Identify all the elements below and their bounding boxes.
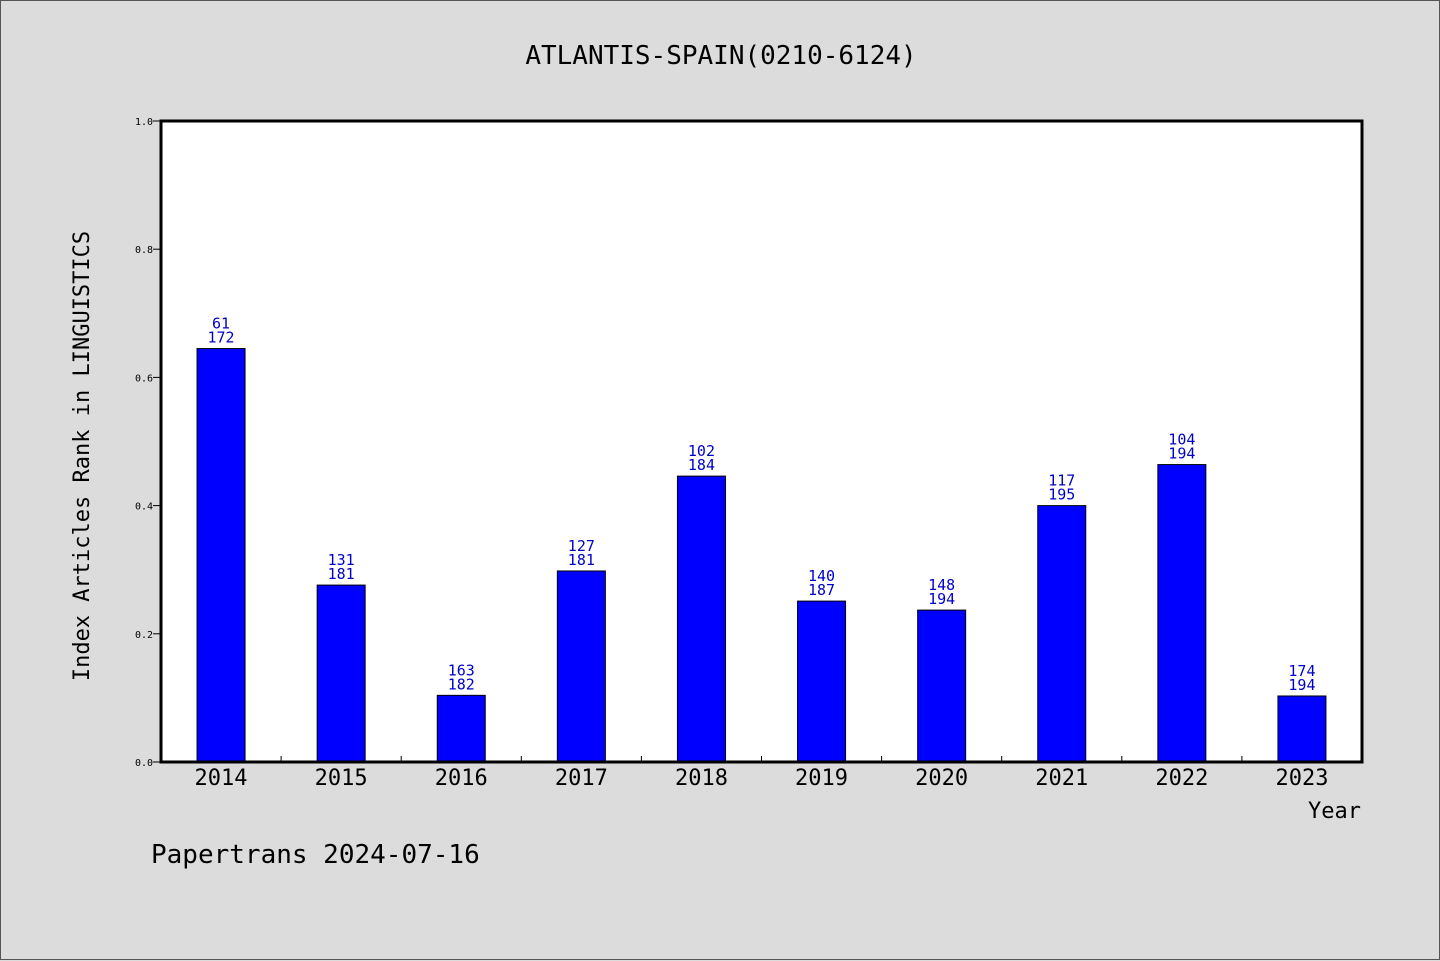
rank-label: 131 [328,551,355,569]
rank-label: 174 [1288,662,1315,680]
x-tick-label: 2014 [195,766,248,791]
y-tick-label: 0.2 [135,630,153,641]
chart-title: ATLANTIS-SPAIN(0210-6124) [525,41,916,71]
bar-2018 [676,475,726,763]
y-tick-label: 0.6 [135,373,153,384]
footer-text: Papertrans 2024-07-16 [151,840,480,870]
bar-2016 [436,694,486,763]
bar-2023 [1277,695,1327,763]
total-label: 194 [1288,676,1315,694]
rank-label: 61 [212,315,230,333]
total-label: 195 [1048,486,1075,504]
x-tick-label: 2018 [675,766,728,791]
total-label: 182 [448,675,475,693]
bar-2022 [1157,464,1207,763]
x-tick-label: 2015 [315,766,368,791]
total-label: 172 [208,329,235,347]
x-tick-label: 2020 [915,766,968,791]
bar-2015 [316,584,366,763]
bar-2021 [1037,505,1087,763]
rank-label: 102 [688,442,715,460]
rank-label: 117 [1048,472,1075,490]
rank-label: 127 [568,537,595,555]
y-axis-label: Index Articles Rank in LINGUISTICS [70,231,95,681]
plot-area [159,119,1364,764]
x-tick-label: 2022 [1155,766,1208,791]
bar-2020 [917,609,967,763]
x-axis-label: Year [1308,799,1361,824]
total-label: 187 [808,581,835,599]
rank-label: 163 [448,661,475,679]
bar-2019 [797,600,847,763]
x-tick-label: 2023 [1275,766,1328,791]
total-label: 184 [688,456,715,474]
x-tick-label: 2021 [1035,766,1088,791]
x-tick-label: 2016 [435,766,488,791]
y-tick-label: 0.0 [135,758,153,769]
rank-label: 148 [928,576,955,594]
y-tick-label: 0.4 [135,502,153,513]
x-tick-label: 2019 [795,766,848,791]
rank-label: 140 [808,567,835,585]
total-label: 194 [928,590,955,608]
bar-2014 [196,348,246,763]
bars [196,348,1327,763]
y-tick-label: 0.8 [135,245,153,256]
total-label: 194 [1168,445,1195,463]
total-label: 181 [568,551,595,569]
bar-2017 [556,570,606,763]
x-tick-label: 2017 [555,766,608,791]
total-label: 181 [328,565,355,583]
rank-label: 104 [1168,431,1195,449]
y-tick-label: 1.0 [135,117,153,128]
data-labels: 2014611722015131181201616318220171271812… [195,315,1329,791]
